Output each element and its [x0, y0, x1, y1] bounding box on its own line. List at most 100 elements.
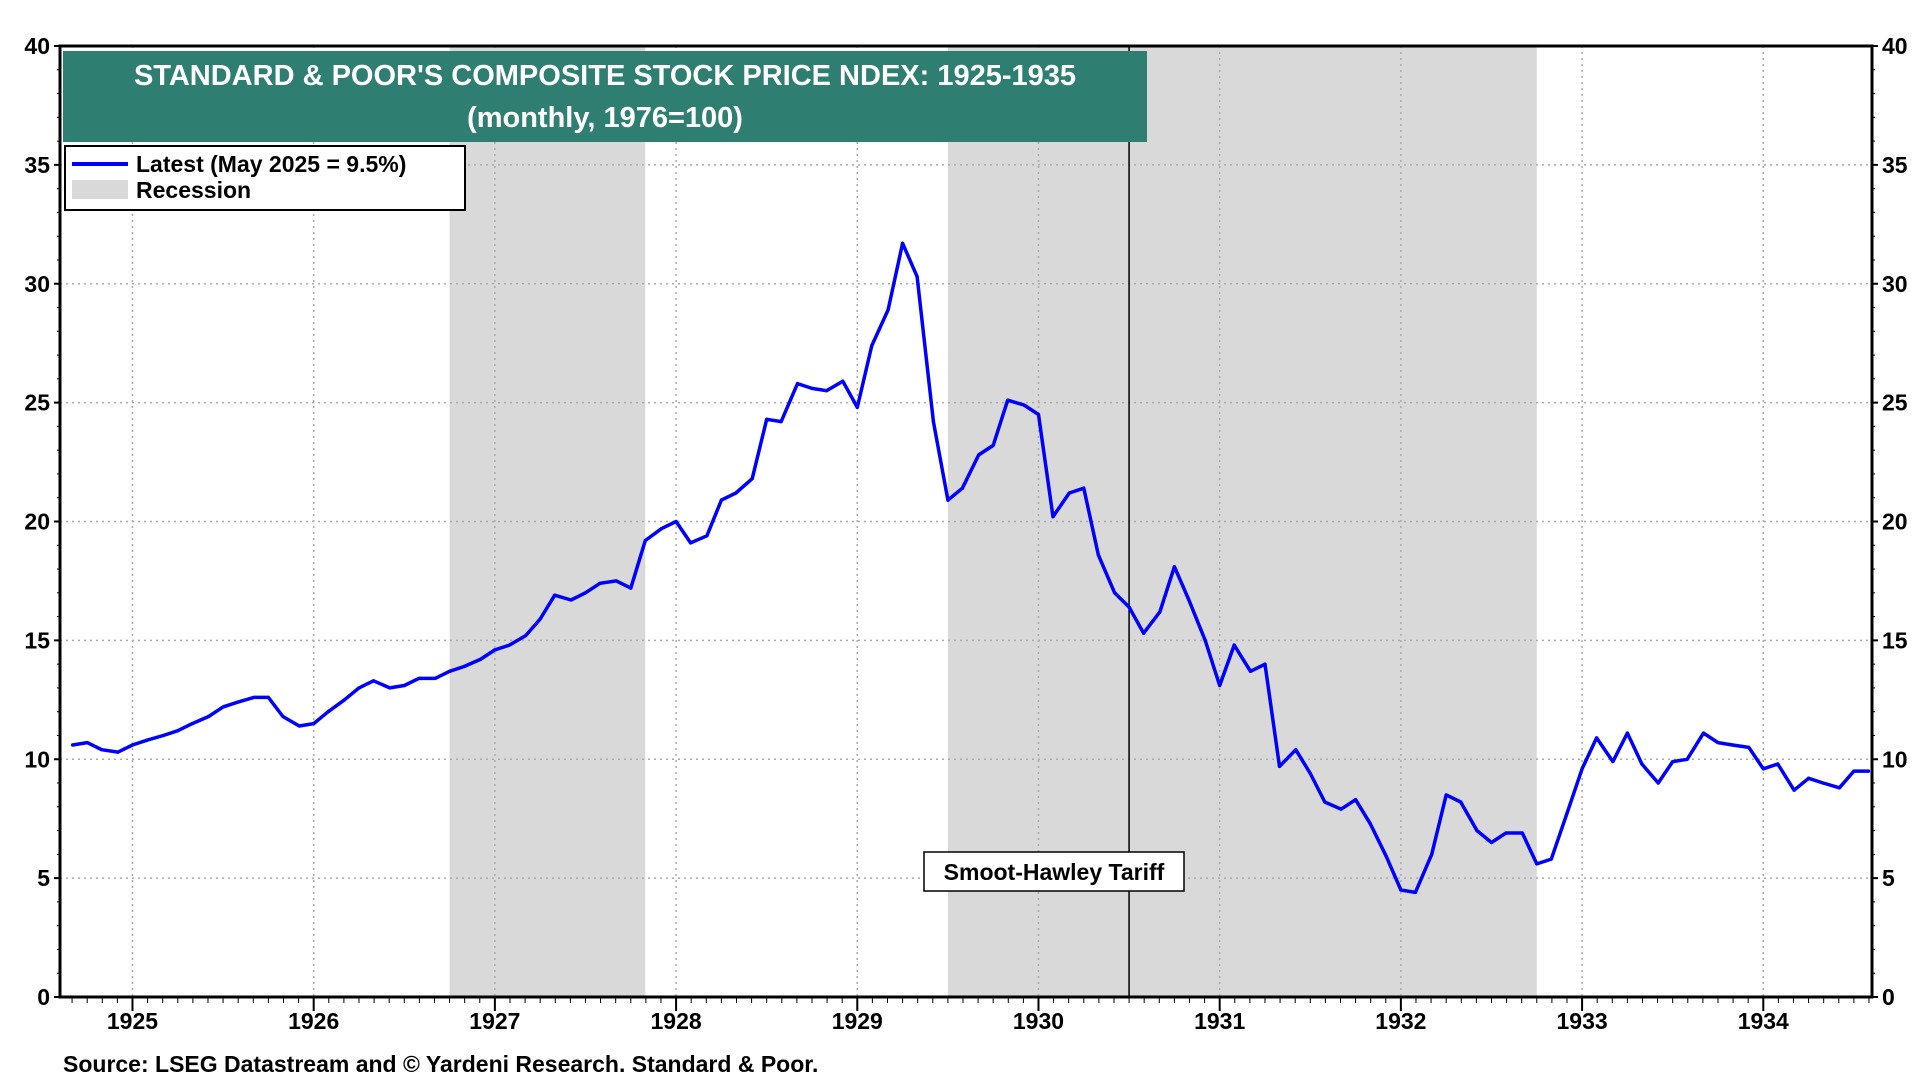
series-lines: [70, 241, 1871, 895]
data-point: [1701, 731, 1706, 735]
x-tick-label: 1928: [650, 1008, 701, 1034]
data-point: [1353, 798, 1358, 802]
data-point: [1792, 788, 1796, 792]
data-point: [795, 382, 800, 386]
data-point: [931, 420, 935, 424]
data-point: [538, 617, 542, 621]
data-point: [1640, 762, 1644, 766]
y-tick-label-right: 40: [1882, 33, 1908, 59]
data-point: [1082, 486, 1086, 490]
data-point: [235, 700, 240, 704]
data-point: [855, 405, 859, 409]
legend-box: [64, 145, 466, 211]
data-point: [1187, 598, 1191, 602]
data-point: [176, 729, 180, 733]
data-point: [281, 714, 285, 719]
y-tick-label-left: 5: [37, 865, 50, 891]
y-tick-label-right: 10: [1882, 746, 1908, 772]
data-point: [705, 534, 709, 538]
chart-title: STANDARD & POOR'S COMPOSITE STOCK PRICE …: [134, 60, 1076, 92]
data-point: [221, 705, 225, 709]
data-point: [462, 664, 466, 669]
data-point: [1413, 890, 1417, 894]
data-point: [1203, 638, 1207, 642]
data-point: [342, 698, 347, 702]
data-point: [1565, 809, 1570, 814]
y-tick-label-left: 0: [37, 984, 50, 1010]
data-point: [1459, 800, 1463, 804]
data-point: [1051, 515, 1055, 519]
data-point: [750, 477, 754, 481]
data-point: [1504, 831, 1508, 835]
data-point: [614, 579, 618, 583]
data-point: [569, 598, 573, 602]
data-point: [870, 343, 874, 348]
data-point: [1430, 852, 1434, 856]
x-tick-label: 1932: [1375, 1008, 1426, 1034]
data-point: [493, 648, 497, 652]
data-point: [1611, 760, 1615, 764]
data-point: [1549, 857, 1553, 861]
data-point: [297, 724, 301, 728]
x-tick-label: 1931: [1194, 1008, 1245, 1034]
y-axis-right-ticks: 0 5 10 15 20 25 30 35 40: [1872, 33, 1908, 1010]
data-point: [252, 695, 256, 700]
data-point: [1821, 781, 1825, 785]
data-point: [524, 634, 528, 638]
y-tick-label-left: 40: [24, 33, 50, 59]
data-point: [688, 541, 693, 545]
y-tick-label-left: 20: [24, 509, 50, 535]
data-point: [85, 741, 89, 745]
data-point: [1716, 741, 1720, 745]
data-point: [1248, 669, 1253, 673]
data-point: [1036, 412, 1041, 417]
y-tick-label-left: 30: [24, 271, 50, 297]
data-point: [1172, 565, 1176, 569]
data-point: [1747, 745, 1751, 749]
data-point: [1127, 605, 1131, 609]
source-note: Source: LSEG Datastream and © Yardeni Re…: [63, 1051, 818, 1077]
data-point: [130, 743, 135, 747]
data-point: [1112, 591, 1117, 595]
data-point: [357, 686, 361, 690]
y-axis-left-ticks: 0 5 10 15 20 25 30 35 40: [24, 33, 60, 1010]
data-point: [161, 733, 165, 738]
series-line-0: [70, 241, 1871, 895]
data-point: [417, 676, 421, 681]
data-point: [1368, 821, 1372, 826]
y-tick-label-right: 0: [1882, 984, 1895, 1010]
chart-subtitle: (monthly, 1976=100): [467, 102, 743, 134]
data-point: [659, 527, 664, 531]
y-tick-label-right: 35: [1882, 152, 1908, 178]
data-point: [841, 379, 845, 383]
data-point: [478, 657, 482, 661]
data-point: [1022, 403, 1026, 407]
data-point: [266, 695, 270, 700]
data-point: [145, 738, 149, 742]
data-point: [1806, 776, 1811, 780]
data-point: [1489, 840, 1494, 845]
annotation-smoot-hawley: Smoot-Hawley Tariff: [923, 851, 1185, 892]
data-point: [1730, 743, 1735, 747]
annotation-box: [923, 851, 1185, 892]
title-banner: [63, 51, 1147, 142]
data-point: [1475, 828, 1479, 833]
data-point: [946, 498, 950, 502]
data-point: [1294, 748, 1298, 752]
data-point: [1277, 764, 1282, 768]
data-point: [1866, 769, 1870, 773]
y-tick-label-left: 15: [24, 627, 50, 653]
data-point: [991, 443, 995, 448]
annotation-label: Smoot-Hawley Tariff: [944, 859, 1165, 885]
data-point: [1852, 769, 1856, 773]
data-point: [719, 498, 723, 502]
data-point: [1520, 831, 1524, 835]
data-point: [977, 453, 981, 457]
data-point: [900, 241, 905, 245]
data-point: [371, 679, 376, 683]
data-point: [1594, 736, 1599, 740]
y-tick-label-left: 35: [24, 152, 50, 178]
data-point: [447, 669, 452, 673]
y-tick-label-right: 25: [1882, 390, 1908, 416]
